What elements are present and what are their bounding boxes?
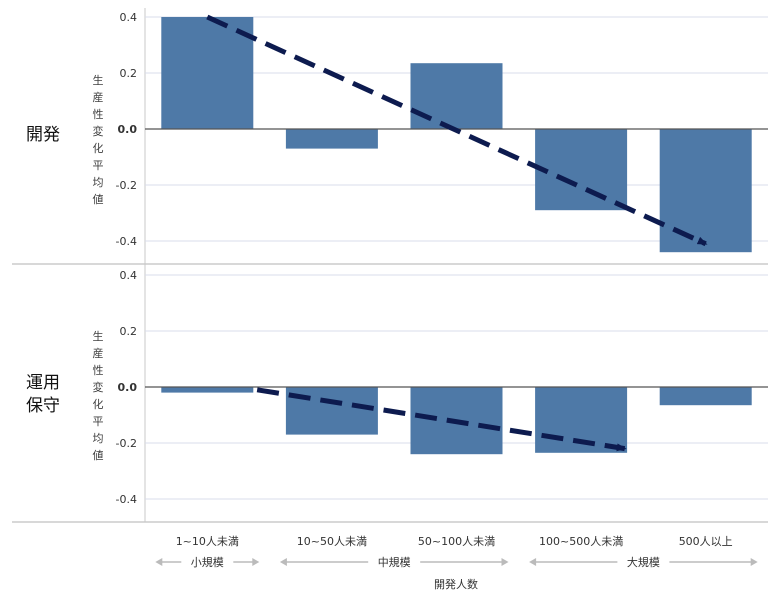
panel-1: 0.4 0.2 0.0 -0.2 -0.4 [116,269,768,506]
bar [285,129,378,149]
group-arrowhead-right [750,558,758,566]
group-arrowhead-left [529,558,537,566]
x-tick-label: 100~500人未満 [539,535,623,548]
y-tick-label: -0.4 [116,493,137,506]
group-label: 小規模 [191,555,224,569]
panel-title-ops: 運用保守 [26,373,60,416]
x-tick-label: 50~100人未満 [418,535,495,548]
y-tick-label: 0.0 [118,381,138,394]
x-tick-label: 1~10人未満 [176,535,239,548]
y-tick-label: 0.2 [120,67,138,80]
y-axis-title-dev: 生産性変化平均値 [92,74,104,206]
group-arrowhead-left [279,558,287,566]
y-tick-label: -0.4 [116,235,137,248]
y-tick-label: 0.4 [120,269,138,282]
panel-0: 0.4 0.2 0.0 -0.2 -0.4 [116,11,768,253]
group-arrowhead-right [252,558,260,566]
y-tick-label: 0.0 [118,123,138,136]
bar [659,387,752,406]
group-label: 大規模 [627,555,660,569]
panel-title-dev: 開発 [26,125,60,145]
bar [161,387,254,393]
group-arrowhead-right [501,558,509,566]
y-axis-title-ops: 生産性変化平均値 [92,330,104,462]
x-axis-title: 開発人数 [434,577,478,591]
bar [161,17,254,129]
y-tick-label: -0.2 [116,179,137,192]
bar [410,63,503,130]
y-tick-label: 0.4 [120,11,138,24]
trend-arrow [206,14,708,247]
x-tick-label: 10~50人未満 [297,535,367,548]
y-tick-label: -0.2 [116,437,137,450]
group-label: 中規模 [378,555,411,569]
group-arrowhead-left [155,558,163,566]
x-tick-label: 500人以上 [679,535,733,548]
bar [659,129,752,253]
bar [535,129,628,211]
y-tick-label: 0.2 [120,325,138,338]
